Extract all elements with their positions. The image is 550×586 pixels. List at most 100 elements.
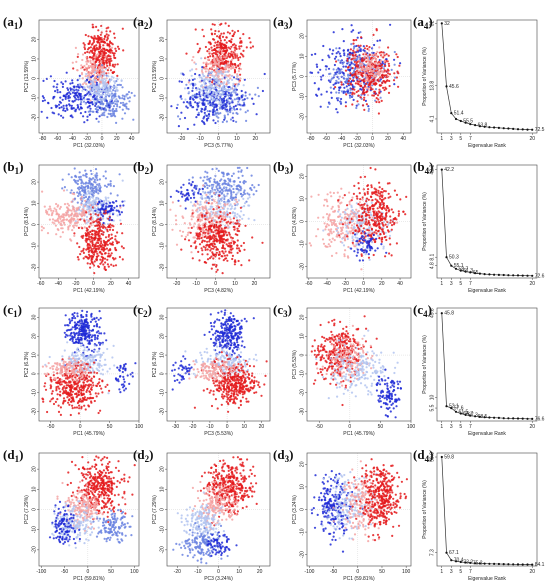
- data-point: [116, 78, 119, 81]
- data-point: [219, 101, 222, 104]
- data-point: [368, 46, 371, 49]
- data-point: [353, 45, 356, 49]
- data-point: [187, 81, 190, 84]
- data-point: [110, 115, 113, 118]
- data-point: [192, 55, 195, 59]
- data-point: [175, 243, 179, 246]
- data-point: [226, 259, 229, 262]
- data-point: [191, 68, 194, 71]
- data-point: [99, 218, 102, 221]
- data-point: [117, 95, 120, 98]
- data-point: [84, 202, 87, 205]
- data-point: [228, 97, 231, 100]
- data-point: [86, 85, 89, 88]
- data-point: [230, 109, 233, 112]
- data-point: [116, 63, 119, 66]
- data-point: [111, 71, 114, 74]
- data-point: [212, 108, 215, 111]
- data-point: [219, 94, 222, 97]
- data-point: [96, 59, 99, 62]
- data-point: [121, 97, 124, 100]
- data-point: [232, 34, 235, 38]
- data-point: [69, 218, 72, 221]
- data-point: [190, 226, 193, 229]
- data-point: [221, 107, 224, 110]
- data-point: [242, 197, 245, 200]
- data-point: [95, 233, 98, 236]
- data-point: [106, 255, 109, 258]
- data-point: [210, 71, 214, 74]
- data-point: [238, 45, 241, 48]
- data-point: [106, 230, 109, 233]
- y-tick-label: 10: [32, 200, 38, 206]
- data-point: [216, 268, 219, 271]
- data-point: [90, 76, 93, 79]
- scree-point: [502, 127, 505, 130]
- data-point: [205, 118, 208, 121]
- data-point: [83, 47, 87, 51]
- data-point: [203, 92, 206, 95]
- data-point: [85, 215, 89, 218]
- data-point: [233, 225, 236, 228]
- data-point: [242, 213, 245, 217]
- data-point: [261, 89, 264, 93]
- data-point: [76, 242, 79, 245]
- data-point: [66, 87, 69, 90]
- data-point: [225, 41, 228, 44]
- data-point: [109, 57, 112, 60]
- data-point: [210, 93, 213, 96]
- data-point: [74, 179, 77, 182]
- data-point: [97, 89, 100, 92]
- data-point: [347, 79, 350, 82]
- data-point: [209, 78, 212, 81]
- data-point: [56, 91, 59, 94]
- data-point: [206, 175, 209, 178]
- data-point: [95, 172, 98, 175]
- data-point: [215, 69, 218, 73]
- data-point: [376, 39, 379, 43]
- x-tick-label: 0: [101, 136, 104, 142]
- data-point: [232, 105, 235, 108]
- data-point: [95, 248, 98, 251]
- data-point: [235, 120, 238, 123]
- data-point: [330, 77, 333, 80]
- data-point: [107, 235, 110, 238]
- data-point: [349, 82, 352, 85]
- data-point: [237, 170, 240, 173]
- data-point: [83, 205, 86, 208]
- y-tick-label: -10: [300, 93, 306, 100]
- panel-label: (b1): [3, 159, 23, 176]
- data-point: [96, 178, 99, 182]
- data-point: [43, 99, 47, 102]
- data-point: [103, 184, 107, 187]
- data-point: [357, 94, 360, 97]
- data-point: [105, 59, 108, 62]
- data-point: [335, 108, 338, 111]
- data-point: [108, 61, 111, 64]
- data-point: [237, 58, 240, 62]
- data-point: [365, 44, 368, 48]
- data-point: [55, 233, 58, 236]
- data-point: [353, 72, 356, 76]
- data-point: [364, 99, 367, 102]
- data-point: [104, 55, 107, 59]
- data-point: [363, 55, 367, 58]
- data-point: [239, 206, 242, 209]
- data-point: [202, 179, 205, 182]
- data-point: [86, 237, 89, 240]
- data-point: [102, 203, 105, 206]
- data-point: [73, 167, 76, 170]
- data-point: [98, 80, 101, 83]
- data-point: [340, 97, 343, 101]
- data-point: [221, 35, 225, 39]
- data-point: [97, 265, 100, 269]
- data-point: [224, 250, 227, 253]
- data-point: [358, 67, 361, 70]
- data-point: [57, 113, 60, 116]
- data-point: [109, 242, 112, 245]
- data-point: [348, 69, 351, 72]
- data-point: [56, 88, 59, 92]
- data-point: [204, 197, 207, 200]
- data-point: [82, 100, 86, 103]
- data-point: [115, 205, 118, 208]
